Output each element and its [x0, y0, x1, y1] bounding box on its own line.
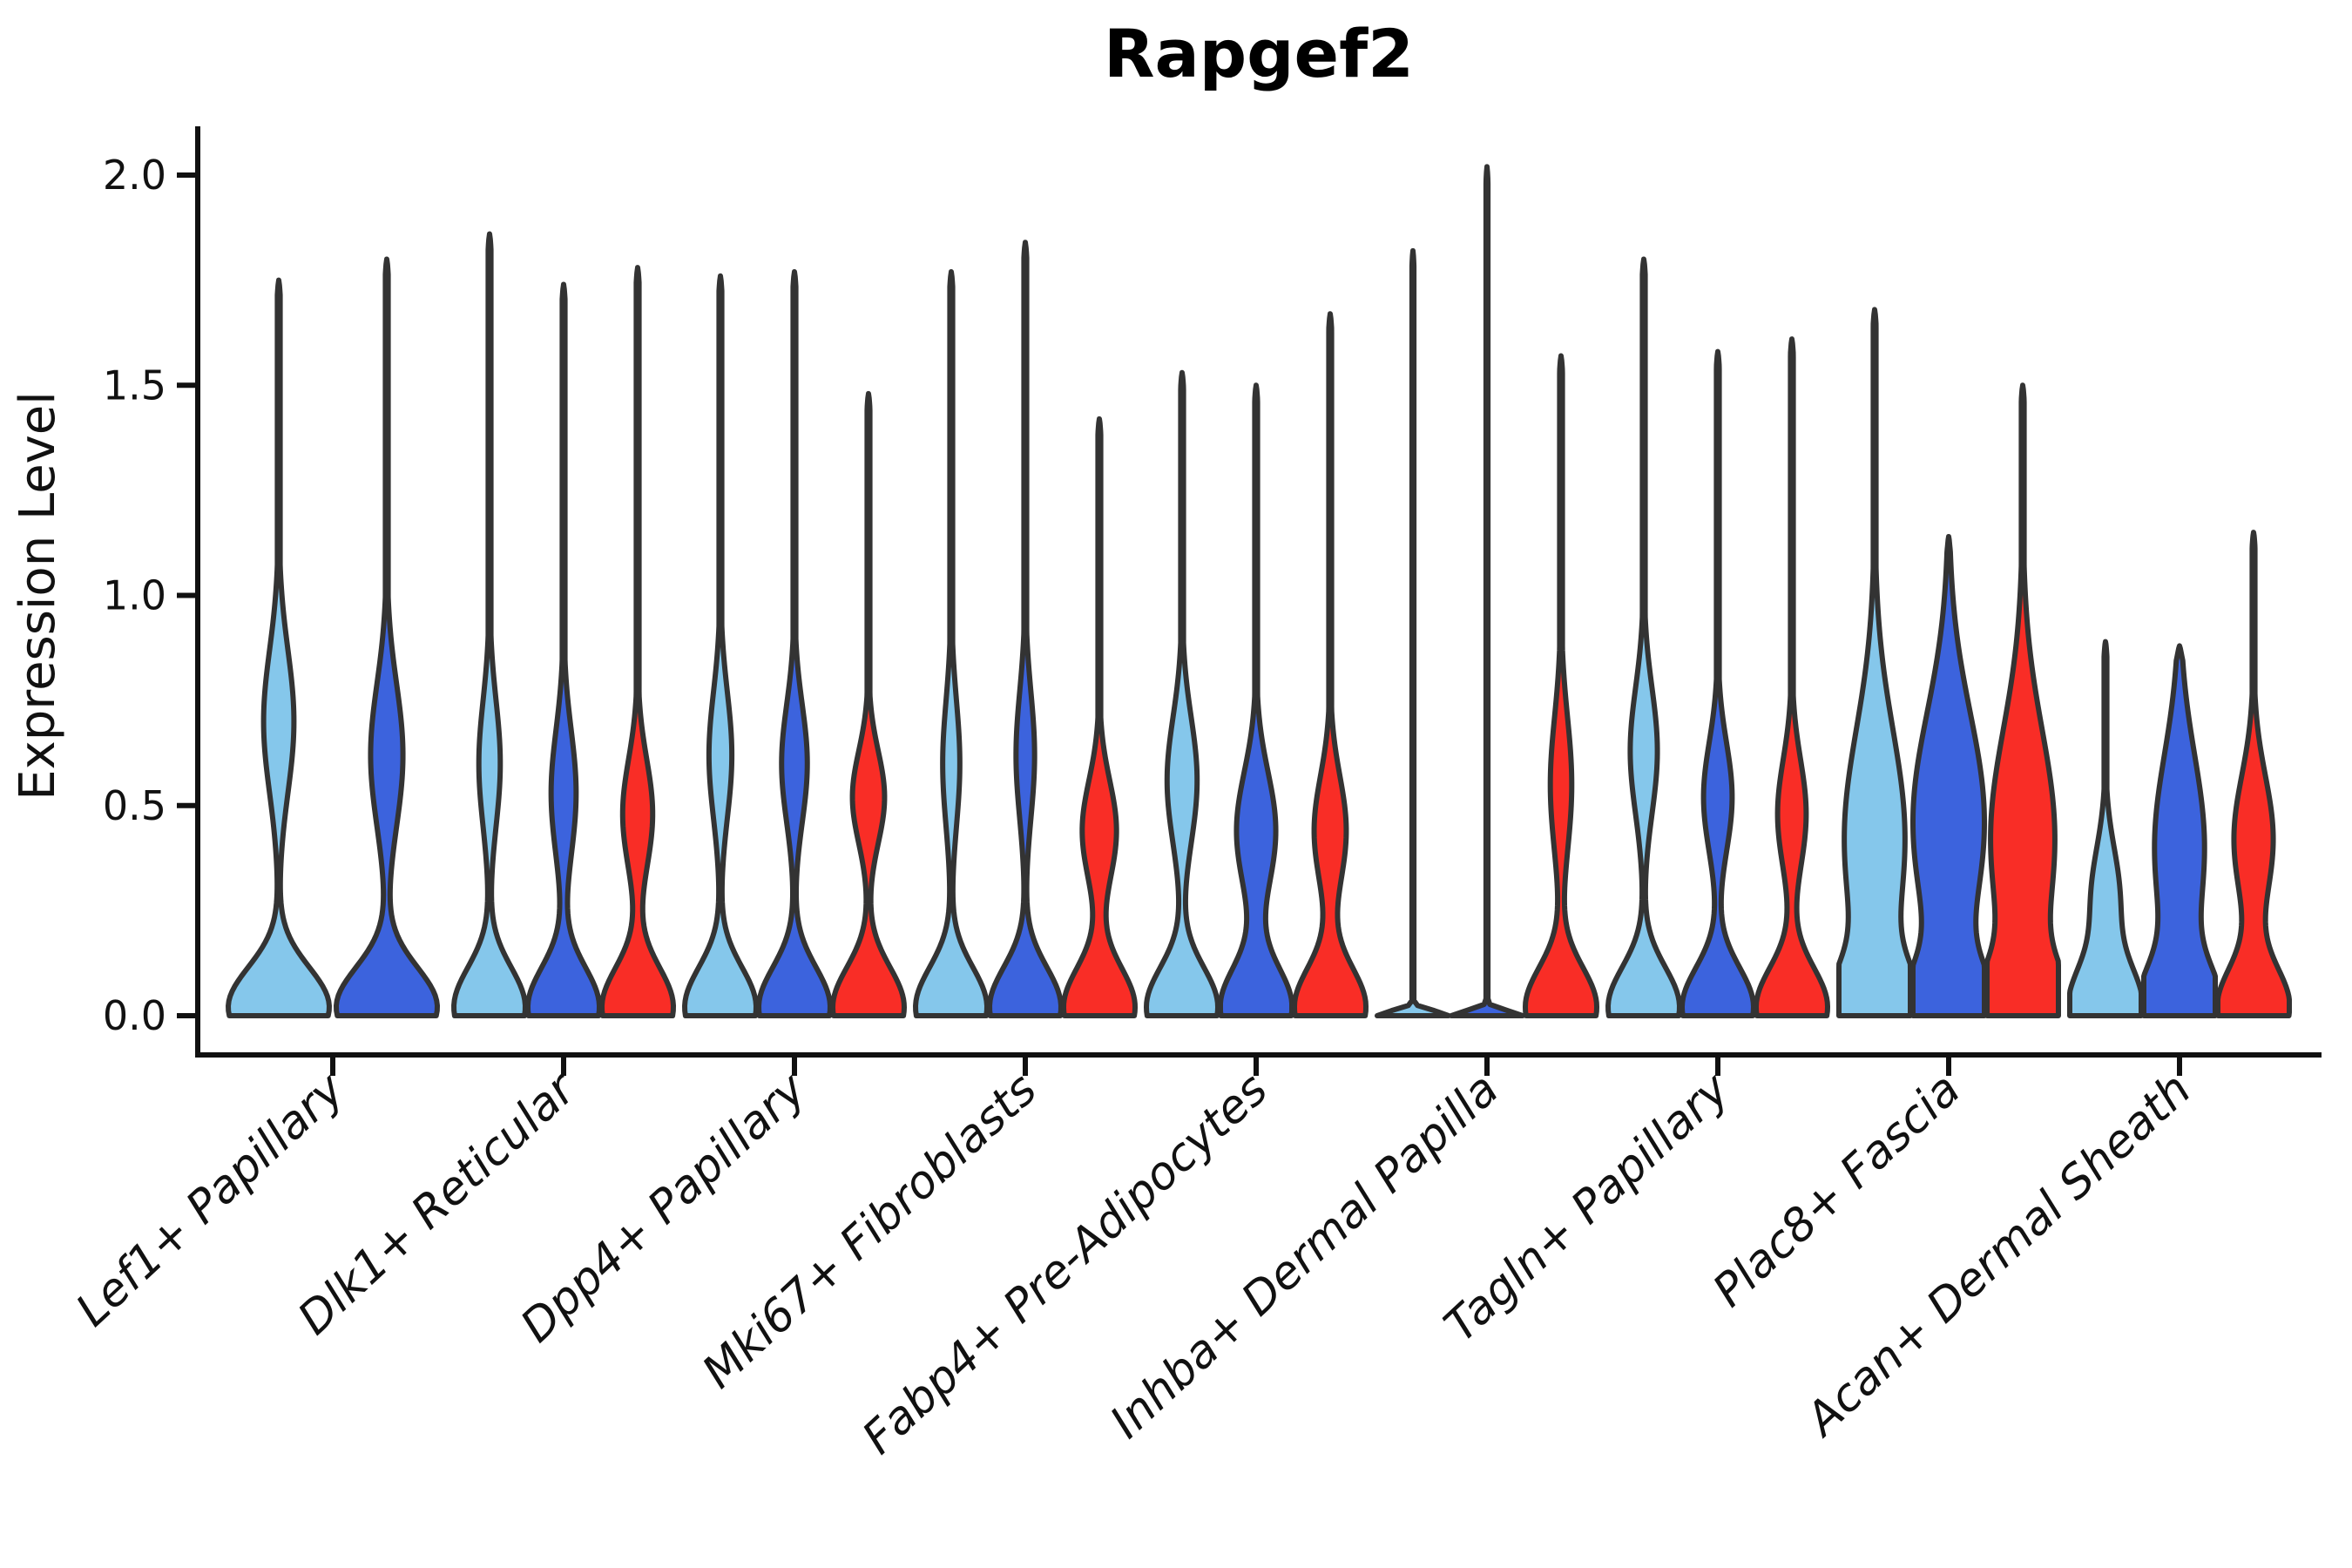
- violin-tagln-papillary-light-blue: [1605, 256, 1682, 1018]
- x-tick-label-inhba-dermal-papilla: Inhba+ Dermal Papilla: [1100, 1064, 1508, 1450]
- violin-acan-dermal-sheath-dark-blue: [2141, 643, 2218, 1018]
- violin-dpp4-papillary-red: [830, 390, 907, 1018]
- plot-title: Rapgef2: [1104, 15, 1414, 92]
- violin-acan-dermal-sheath-light-blue: [2067, 639, 2144, 1018]
- violins-layer: [226, 164, 2292, 1018]
- violin-dlk1-reticular-red: [599, 265, 676, 1018]
- violin-plac8-fascia-red: [1984, 382, 2061, 1018]
- x-tick-label-plac8-fascia: Plac8+ Fascia: [1703, 1064, 1970, 1318]
- violin-dlk1-reticular-dark-blue: [525, 281, 602, 1018]
- violin-plac8-fascia-light-blue: [1836, 307, 1913, 1018]
- violin-lef1-papillary-dark-blue: [334, 256, 440, 1018]
- violin-dpp4-papillary-light-blue: [682, 273, 759, 1018]
- y-tick-label: 2.0: [103, 152, 166, 199]
- violin-mki67-fibroblasts-dark-blue: [987, 240, 1064, 1018]
- y-tick-label: 0.5: [103, 782, 166, 829]
- violin-lef1-papillary-light-blue: [226, 277, 332, 1018]
- y-tick-label: 1.0: [103, 572, 166, 619]
- violin-inhba-dermal-papilla-dark-blue: [1449, 164, 1525, 1018]
- violin-fabp4-pre-adipocytes-red: [1292, 311, 1369, 1018]
- violin-fabp4-pre-adipocytes-dark-blue: [1218, 382, 1294, 1018]
- violin-tagln-papillary-red: [1754, 336, 1830, 1018]
- violin-inhba-dermal-papilla-light-blue: [1375, 247, 1451, 1018]
- violin-dlk1-reticular-light-blue: [451, 231, 528, 1018]
- x-tick-label-fabp4-pre-adipocytes: Fabp4+ Pre-Adipocytes: [853, 1064, 1278, 1465]
- y-tick-label: 0.0: [103, 992, 166, 1039]
- violin-mki67-fibroblasts-red: [1061, 416, 1138, 1018]
- y-axis-label: Expression Level: [10, 391, 66, 801]
- violin-dpp4-papillary-dark-blue: [756, 268, 833, 1018]
- violin-plac8-fascia-dark-blue: [1910, 533, 1987, 1018]
- violin-fabp4-pre-adipocytes-light-blue: [1144, 369, 1220, 1018]
- y-tick-label: 1.5: [103, 362, 166, 409]
- violin-mki67-fibroblasts-light-blue: [913, 268, 990, 1018]
- violin-acan-dermal-sheath-red: [2215, 530, 2292, 1018]
- x-tick-label-acan-dermal-sheath: Acan+ Dermal Sheath: [1794, 1064, 2201, 1448]
- violin-inhba-dermal-papilla-red: [1523, 353, 1599, 1018]
- violin-tagln-papillary-dark-blue: [1680, 348, 1756, 1018]
